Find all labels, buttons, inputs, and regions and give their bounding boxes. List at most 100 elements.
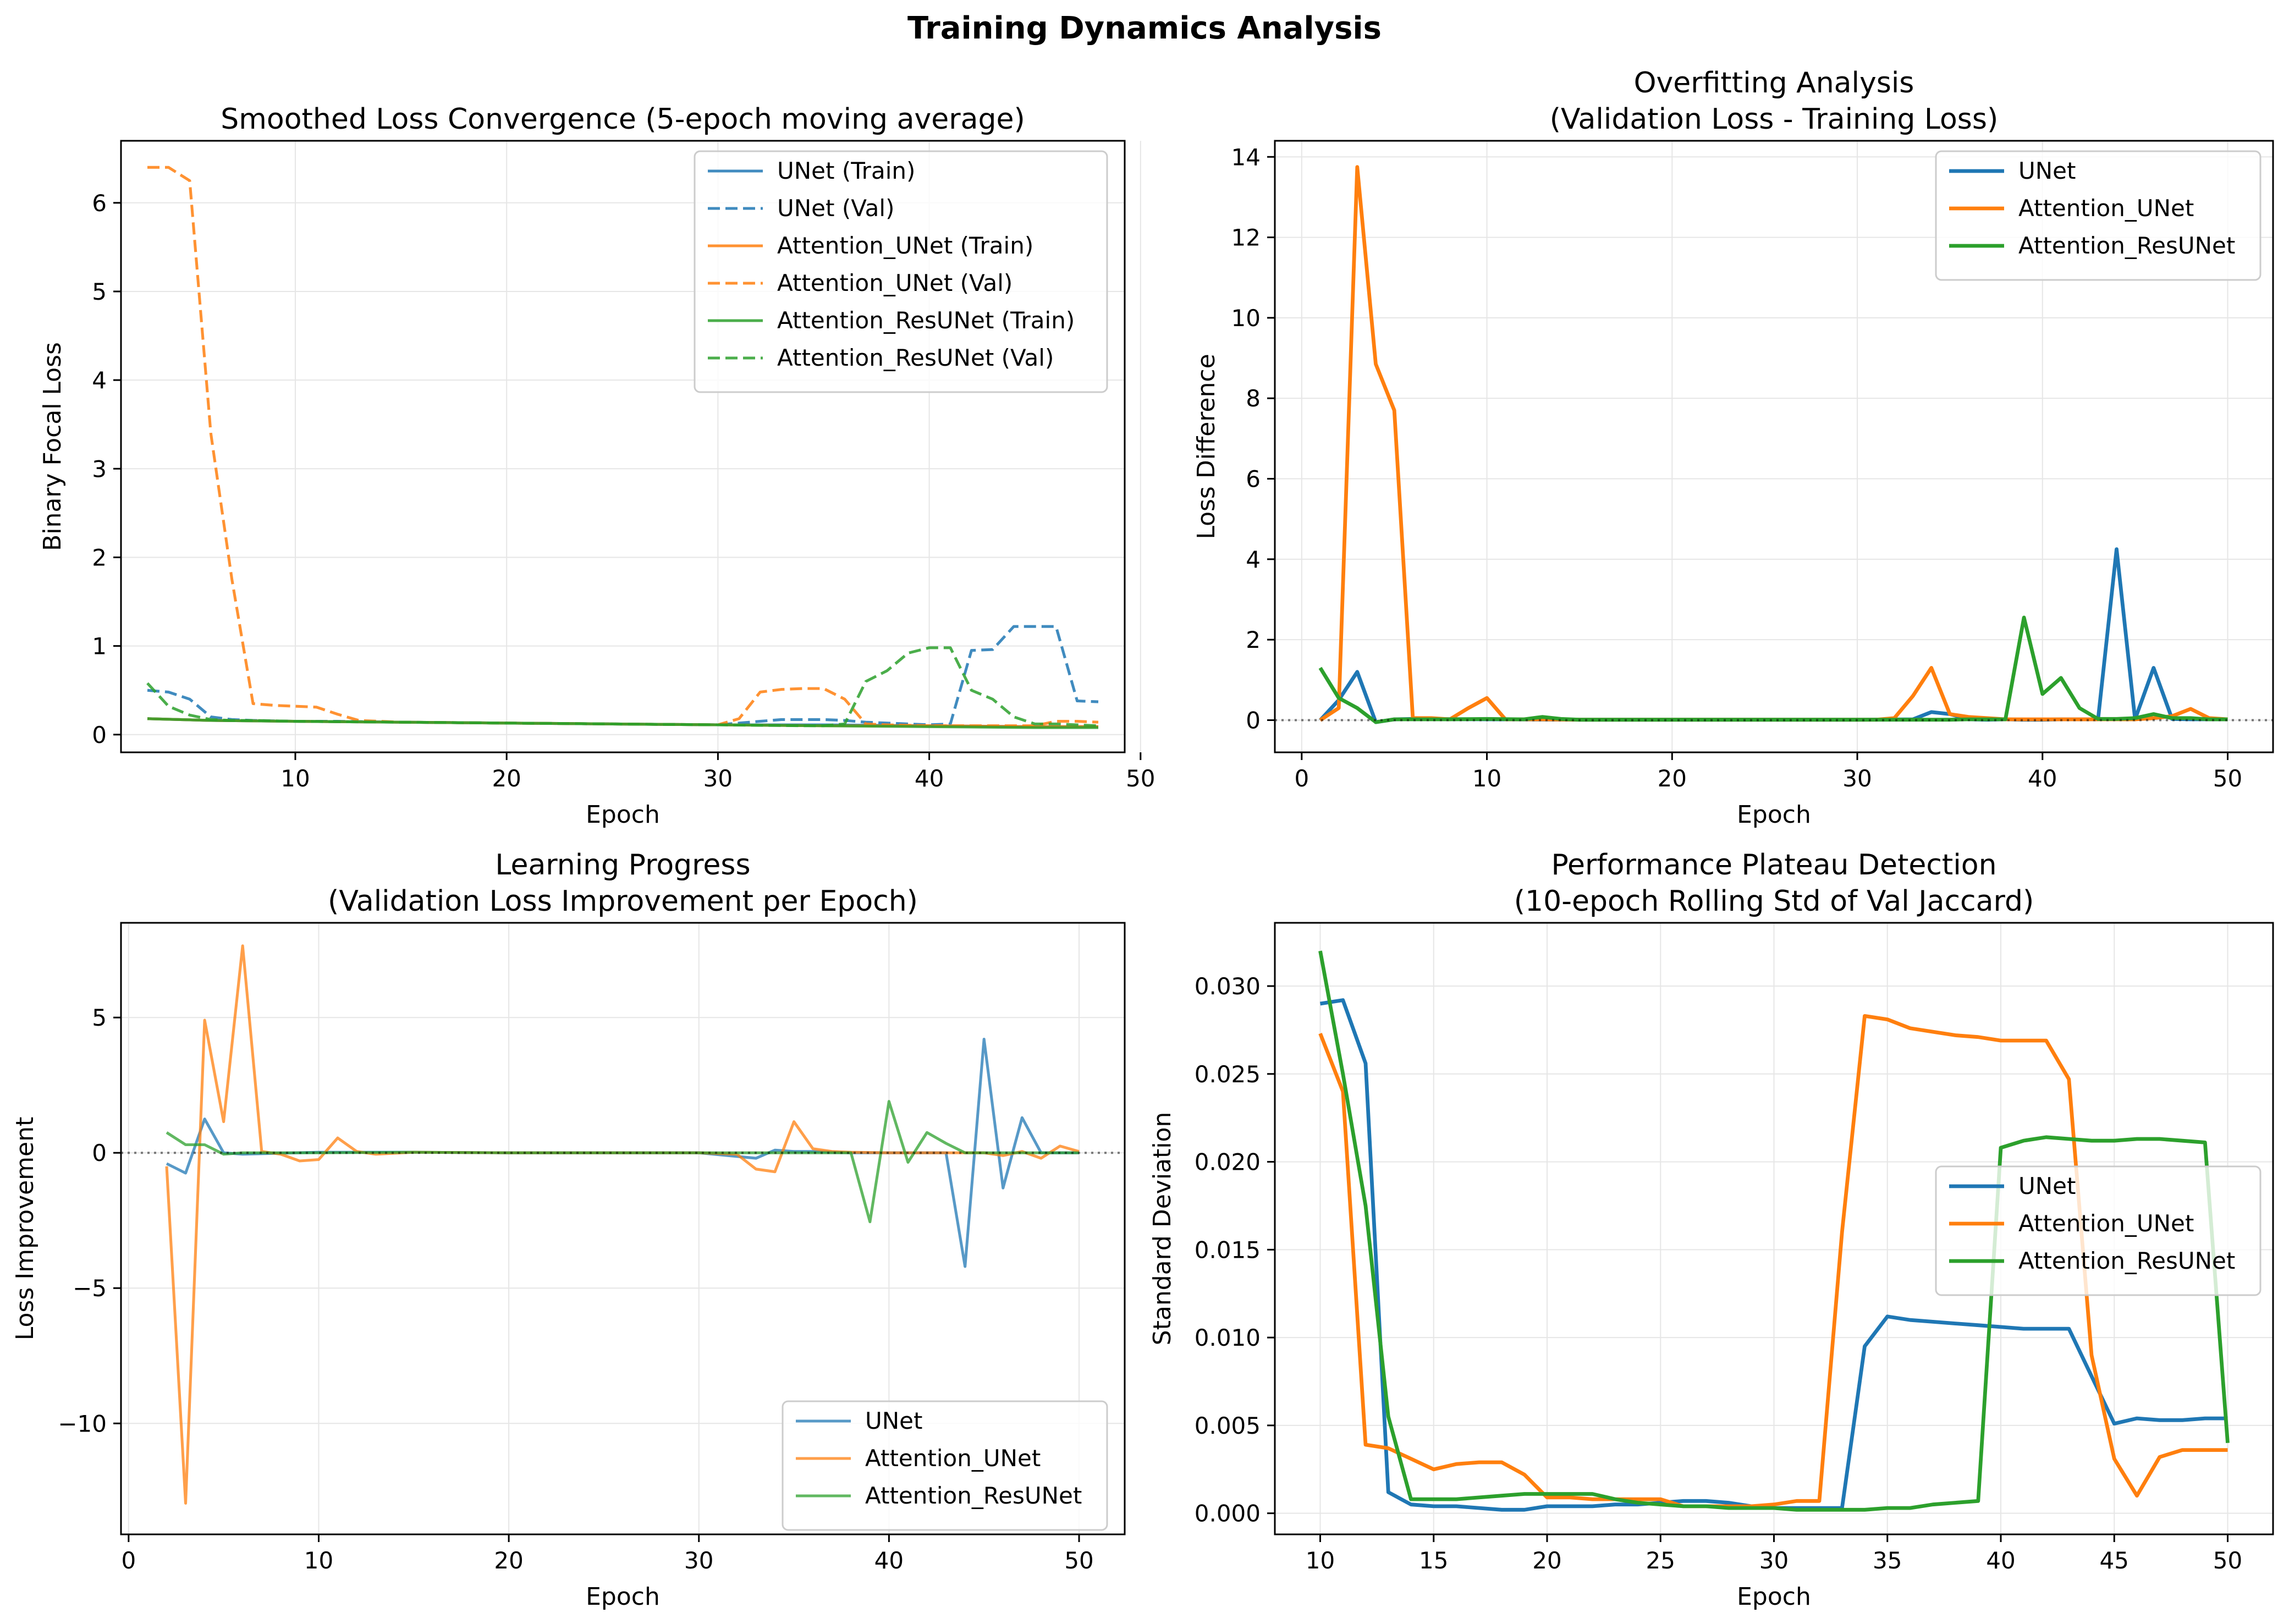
x-tick-label: 40: [1986, 1547, 2015, 1574]
x-axis-label: Epoch: [1737, 801, 1811, 829]
x-tick-label: 30: [703, 765, 733, 792]
y-tick-label: 0: [92, 722, 107, 748]
y-tick-label: 0.015: [1195, 1236, 1261, 1263]
y-tick-label: −10: [58, 1410, 107, 1437]
x-tick-label: 40: [915, 765, 944, 792]
y-tick-label: 6: [92, 190, 107, 217]
x-tick-label: 30: [684, 1547, 713, 1574]
x-axis-label: Epoch: [586, 801, 660, 829]
y-tick-label: 0: [92, 1139, 107, 1166]
x-tick-label: 20: [492, 765, 521, 792]
x-tick-label: 50: [2213, 765, 2242, 792]
x-tick-label: 40: [874, 1547, 904, 1574]
y-tick-label: 5: [92, 278, 107, 305]
y-tick-label: 5: [92, 1004, 107, 1031]
y-axis-label: Loss Difference: [1192, 354, 1220, 539]
chart-overfit: Overfitting Analysis(Validation Loss - T…: [1192, 67, 2274, 829]
legend-entry: Attention_UNet: [865, 1445, 1041, 1472]
y-tick-label: −5: [73, 1275, 107, 1302]
x-tick-label: 10: [1306, 1547, 1335, 1574]
x-axis-label: Epoch: [586, 1583, 660, 1611]
x-tick-label: 50: [2213, 1547, 2242, 1574]
series-line-plateau-2: [1318, 950, 2230, 1512]
x-tick-label: 10: [1472, 765, 1501, 792]
chart-title-line: (Validation Loss - Training Loss): [1550, 103, 1999, 136]
legend-box: [1935, 1165, 2262, 1296]
legend-entry: UNet: [2018, 1172, 2076, 1199]
y-tick-label: 0: [1246, 707, 1261, 734]
legend-entry: Attention_ResUNet: [2018, 1247, 2235, 1274]
legend: UNet Attention_UNet Attention_ResUNet: [1935, 150, 2262, 281]
chart-title-line: Performance Plateau Detection: [1551, 849, 1996, 882]
legend-entry: Attention_ResUNet: [2018, 232, 2235, 259]
x-tick-label: 0: [1294, 765, 1309, 792]
x-tick-label: 50: [1126, 765, 1155, 792]
x-tick-label: 0: [121, 1547, 136, 1574]
chart-progress: Learning Progress(Validation Loss Improv…: [11, 849, 1126, 1611]
axes-frame: [120, 140, 1126, 753]
x-tick-label: 40: [2028, 765, 2057, 792]
legend: UNet Attention_UNet Attention_ResUNet: [1935, 1165, 2262, 1296]
y-tick-label: 2: [1246, 626, 1261, 653]
legend: UNet Attention_UNet Attention_ResUNet: [782, 1400, 1108, 1531]
legend-box: [1935, 150, 2262, 281]
x-tick-label: 30: [1759, 1547, 1789, 1574]
y-tick-label: 0.005: [1195, 1412, 1261, 1439]
legend: UNet (Train) UNet (Val) Attention_UNet (Tr…: [694, 150, 1108, 393]
x-tick-label: 20: [494, 1547, 523, 1574]
y-tick-label: 0.000: [1195, 1500, 1261, 1527]
y-tick-label: 0.020: [1195, 1149, 1261, 1176]
y-tick-label: 14: [1231, 144, 1261, 170]
x-tick-label: 25: [1646, 1547, 1675, 1574]
legend-box: [782, 1400, 1108, 1531]
legend-entry: Attention_ResUNet (Val): [777, 344, 1054, 371]
legend-entry: Attention_UNet (Train): [777, 232, 1033, 259]
chart-title-line: Overfitting Analysis: [1634, 67, 1914, 100]
axes-frame: [120, 922, 1126, 1535]
y-tick-label: 10: [1231, 305, 1261, 332]
x-tick-label: 30: [1842, 765, 1872, 792]
x-tick-label: 50: [1064, 1547, 1093, 1574]
y-tick-label: 6: [1246, 466, 1261, 493]
legend-entry: UNet: [2018, 157, 2076, 184]
y-tick-label: 2: [92, 544, 107, 571]
legend-entry: UNet (Train): [777, 157, 915, 184]
y-tick-label: 12: [1231, 224, 1261, 251]
y-tick-label: 0.010: [1195, 1324, 1261, 1351]
x-tick-label: 45: [2100, 1547, 2129, 1574]
chart-loss: Smoothed Loss Convergence (5-epoch movin…: [38, 103, 1155, 829]
legend-entry: Attention_ResUNet (Train): [777, 307, 1075, 334]
figure-title: Training Dynamics Analysis: [907, 10, 1382, 46]
axes-frame: [1274, 140, 2274, 753]
x-tick-label: 35: [1873, 1547, 1902, 1574]
x-tick-label: 20: [1658, 765, 1687, 792]
chart-plateau: Performance Plateau Detection(10-epoch R…: [1148, 849, 2274, 1611]
y-tick-label: 4: [92, 367, 107, 394]
x-tick-label: 10: [304, 1547, 333, 1574]
legend-entry: Attention_UNet: [2018, 1210, 2194, 1237]
chart-title-line: Learning Progress: [495, 849, 750, 882]
y-tick-label: 8: [1246, 385, 1261, 412]
y-axis-label: Standard Deviation: [1148, 1112, 1176, 1346]
chart-title-line: Smoothed Loss Convergence (5-epoch movin…: [221, 103, 1025, 136]
y-axis-label: Loss Improvement: [11, 1117, 39, 1340]
y-axis-label: Binary Focal Loss: [38, 342, 67, 551]
legend-box: [694, 150, 1108, 393]
y-tick-label: 4: [1246, 546, 1261, 573]
legend-entry: UNet: [865, 1407, 922, 1434]
y-tick-label: 1: [92, 633, 107, 660]
legend-entry: UNet (Val): [777, 195, 894, 222]
legend-entry: Attention_UNet (Val): [777, 269, 1013, 296]
x-axis-label: Epoch: [1737, 1583, 1811, 1611]
x-tick-label: 20: [1532, 1547, 1561, 1574]
y-tick-label: 0.025: [1195, 1061, 1261, 1088]
series-group: [146, 166, 1099, 729]
chart-title-line: (10-epoch Rolling Std of Val Jaccard): [1514, 885, 2034, 918]
chart-title-line: (Validation Loss Improvement per Epoch): [328, 885, 918, 918]
x-tick-label: 15: [1419, 1547, 1448, 1574]
legend-entry: Attention_ResUNet: [865, 1482, 1082, 1509]
y-tick-label: 0.030: [1195, 973, 1261, 1000]
x-tick-label: 10: [280, 765, 310, 792]
